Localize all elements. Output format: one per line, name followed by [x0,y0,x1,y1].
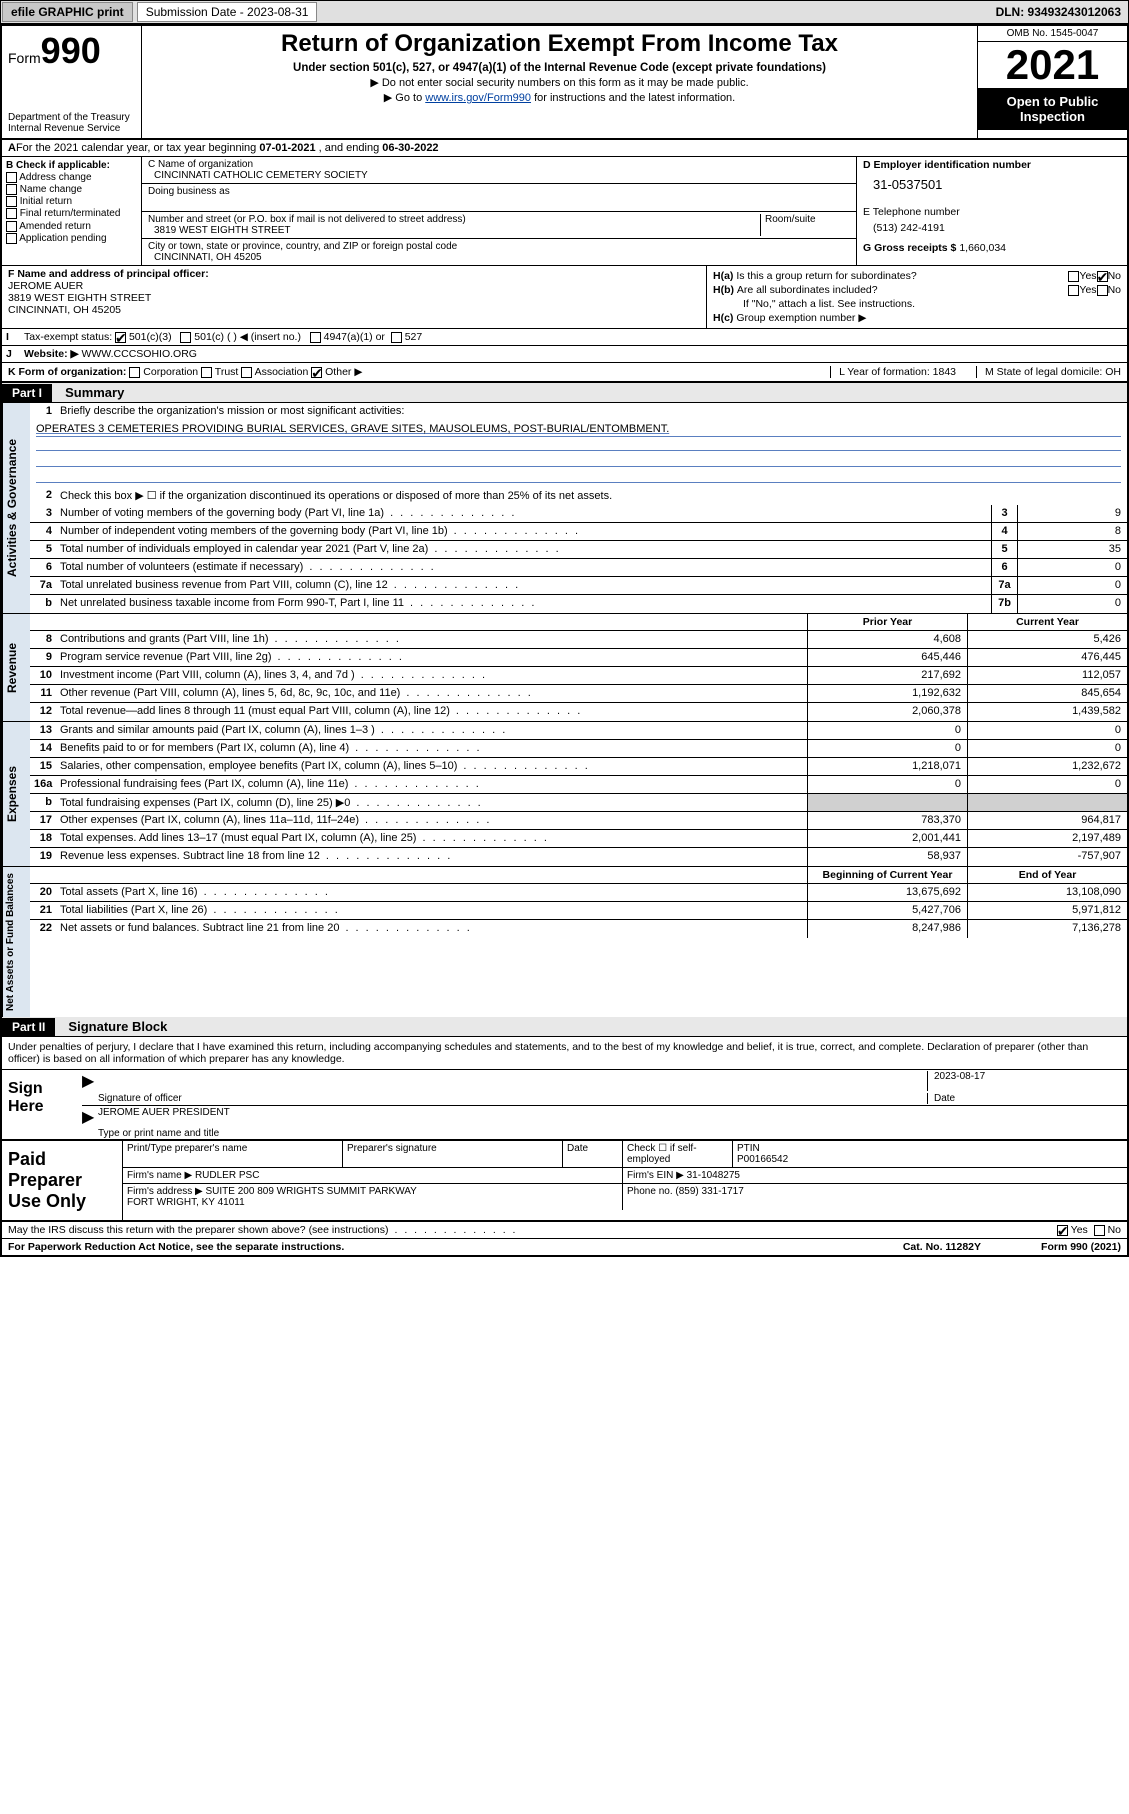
col-deg: D Employer identification number 31-0537… [857,157,1127,265]
summary-line: 19Revenue less expenses. Subtract line 1… [30,848,1127,866]
dept-label: Department of the Treasury [8,112,135,123]
omb-number: OMB No. 1545-0047 [978,26,1127,42]
summary-line: 17Other expenses (Part IX, column (A), l… [30,812,1127,830]
summary-line: 9Program service revenue (Part VIII, lin… [30,649,1127,667]
summary-line: 20Total assets (Part X, line 16) 13,675,… [30,884,1127,902]
summary-line: 14Benefits paid to or for members (Part … [30,740,1127,758]
summary-line: 5Total number of individuals employed in… [30,541,1127,559]
summary-line: 8Contributions and grants (Part VIII, li… [30,631,1127,649]
submission-date: Submission Date - 2023-08-31 [137,2,318,22]
line-j: J Website: ▶ WWW.CCCSOHIO.ORG [2,346,1127,363]
summary-netassets: Net Assets or Fund Balances Beginning of… [2,866,1127,1017]
firm-phone: (859) 331-1717 [675,1186,743,1197]
form-prefix: Form [8,50,41,66]
irs-link[interactable]: www.irs.gov/Form990 [425,92,531,104]
org-name: CINCINNATI CATHOLIC CEMETERY SOCIETY [148,170,850,181]
paid-preparer-block: Paid Preparer Use Only Print/Type prepar… [2,1141,1127,1222]
summary-line: 16aProfessional fundraising fees (Part I… [30,776,1127,794]
vlabel-netassets: Net Assets or Fund Balances [2,867,30,1017]
officer-signed-name: JEROME AUER PRESIDENT [98,1107,1127,1127]
tax-year: 2021 [978,42,1127,88]
signature-declaration: Under penalties of perjury, I declare th… [2,1037,1127,1070]
inspection-notice: Open to Public Inspection [978,88,1127,130]
line-a: AFor the 2021 calendar year, or tax year… [2,140,1127,157]
officer-name: JEROME AUER [8,280,700,292]
firm-name: RUDLER PSC [195,1170,259,1181]
dln-label: DLN: 93493243012063 [996,5,1127,19]
year-formation: L Year of formation: 1843 [830,366,956,378]
line-k: K Form of organization: Corporation Trus… [2,363,1127,383]
form-subtitle-2: ▶ Do not enter social security numbers o… [148,76,971,89]
vlabel-expenses: Expenses [2,722,30,866]
org-street: 3819 WEST EIGHTH STREET [148,225,760,236]
summary-line: 10Investment income (Part VIII, column (… [30,667,1127,685]
summary-line: 6Total number of volunteers (estimate if… [30,559,1127,577]
irs-label: Internal Revenue Service [8,123,135,134]
ptin: P00166542 [737,1154,788,1165]
state-domicile: M State of legal domicile: OH [976,366,1121,378]
col-f: F Name and address of principal officer:… [2,266,707,328]
telephone: (513) 242-4191 [873,222,1121,234]
line-i: I Tax-exempt status: 501(c)(3) 501(c) ( … [2,329,1127,346]
form-container: Form990 Department of the Treasury Inter… [0,24,1129,1257]
section-fh: F Name and address of principal officer:… [2,266,1127,329]
efile-button[interactable]: efile GRAPHIC print [2,2,133,22]
summary-revenue: Revenue Prior YearCurrent Year 8Contribu… [2,613,1127,721]
summary-line: 11Other revenue (Part VIII, column (A), … [30,685,1127,703]
footer-discuss: May the IRS discuss this return with the… [2,1222,1127,1239]
firm-ein: 31-1048275 [687,1170,740,1181]
form-title: Return of Organization Exempt From Incom… [148,30,971,58]
vlabel-governance: Activities & Governance [2,403,30,613]
part-ii-header: Part II Signature Block [2,1017,1127,1037]
col-b: B Check if applicable: Address change Na… [2,157,142,265]
part-i-header: Part I Summary [2,383,1127,403]
summary-line: 3Number of voting members of the governi… [30,505,1127,523]
mission-text: OPERATES 3 CEMETERIES PROVIDING BURIAL S… [36,423,1121,437]
summary-line: bTotal fundraising expenses (Part IX, co… [30,794,1127,812]
form-subtitle-1: Under section 501(c), 527, or 4947(a)(1)… [148,62,971,74]
section-bcd: B Check if applicable: Address change Na… [2,157,1127,266]
ein: 31-0537501 [873,177,1121,192]
summary-line: 22Net assets or fund balances. Subtract … [30,920,1127,938]
sign-here-block: Sign Here ▶2023-08-17 Signature of offic… [2,1070,1127,1141]
form-number: 990 [41,30,101,71]
summary-expenses: Expenses 13Grants and similar amounts pa… [2,721,1127,866]
summary-line: 21Total liabilities (Part X, line 26) 5,… [30,902,1127,920]
gross-receipts: 1,660,034 [959,242,1006,254]
summary-line: 7aTotal unrelated business revenue from … [30,577,1127,595]
summary-line: 4Number of independent voting members of… [30,523,1127,541]
summary-line: 18Total expenses. Add lines 13–17 (must … [30,830,1127,848]
col-h: H(a) Is this a group return for subordin… [707,266,1127,328]
summary-line: 13Grants and similar amounts paid (Part … [30,722,1127,740]
form-subtitle-3: ▶ Go to www.irs.gov/Form990 for instruct… [148,91,971,104]
col-c: C Name of organization CINCINNATI CATHOL… [142,157,857,265]
vlabel-revenue: Revenue [2,614,30,721]
form-header: Form990 Department of the Treasury Inter… [2,26,1127,140]
summary-line: 15Salaries, other compensation, employee… [30,758,1127,776]
summary-line: 12Total revenue—add lines 8 through 11 (… [30,703,1127,721]
top-toolbar: efile GRAPHIC print Submission Date - 20… [0,0,1129,24]
website: WWW.CCCSOHIO.ORG [81,348,197,360]
org-city: CINCINNATI, OH 45205 [148,252,850,263]
footer-notice: For Paperwork Reduction Act Notice, see … [2,1239,1127,1255]
summary-line: bNet unrelated business taxable income f… [30,595,1127,613]
summary-governance: Activities & Governance 1Briefly describ… [2,403,1127,613]
